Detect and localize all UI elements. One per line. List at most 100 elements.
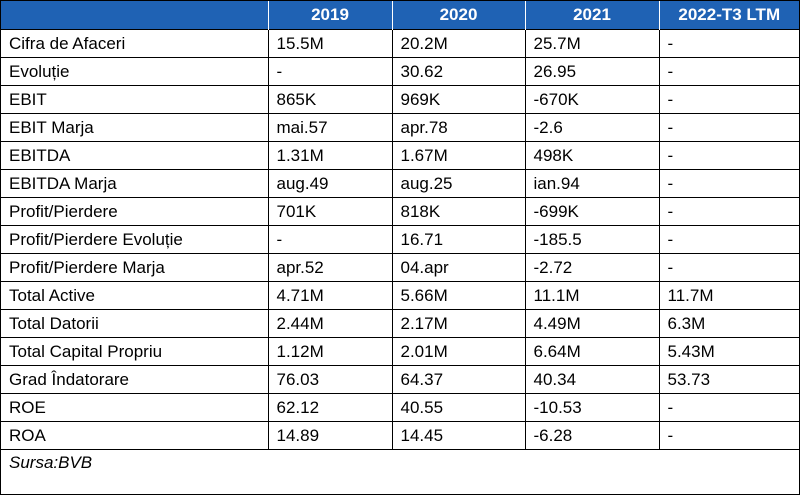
value-2022-t3-ltm: - <box>659 85 799 114</box>
source-note: Sursa:BVB <box>1 449 799 476</box>
value-2020: apr.78 <box>392 113 526 142</box>
row-label: ROA <box>1 421 269 450</box>
value-2022-t3-ltm: 53.73 <box>659 365 799 394</box>
value-2021: 40.34 <box>525 365 660 394</box>
table-body: Cifra de Afaceri 15.5M 20.2M 25.7M - Evoluție… <box>1 29 799 450</box>
value-2019: aug.49 <box>268 169 393 198</box>
value-2020: 04.apr <box>392 253 526 282</box>
table-row: Total Active 4.71M 5.66M 11.1M 11.7M <box>1 281 799 310</box>
value-2020: 30.62 <box>392 57 526 86</box>
row-label: Profit/Pierdere Marja <box>1 253 269 282</box>
value-2022-t3-ltm: - <box>659 113 799 142</box>
row-label: Grad Îndatorare <box>1 365 269 394</box>
row-label: EBIT <box>1 85 269 114</box>
value-2022-t3-ltm: - <box>659 57 799 86</box>
financial-table: 2019 2020 2021 2022-T3 LTM Cifra de Afac… <box>1 1 799 476</box>
row-label: Total Active <box>1 281 269 310</box>
value-2020: aug.25 <box>392 169 526 198</box>
value-2021: -2.72 <box>525 253 660 282</box>
header-cell-2022-t3-ltm: 2022-T3 LTM <box>659 1 799 30</box>
value-2019: 62.12 <box>268 393 393 422</box>
value-2022-t3-ltm: 11.7M <box>659 281 799 310</box>
value-2021: -2.6 <box>525 113 660 142</box>
header-cell-2019: 2019 <box>268 1 393 30</box>
table-row: Total Datorii 2.44M 2.17M 4.49M 6.3M <box>1 309 799 338</box>
value-2022-t3-ltm: - <box>659 197 799 226</box>
value-2020: 64.37 <box>392 365 526 394</box>
row-label: Total Datorii <box>1 309 269 338</box>
value-2022-t3-ltm: - <box>659 141 799 170</box>
value-2021: 6.64M <box>525 337 660 366</box>
value-2021: 11.1M <box>525 281 660 310</box>
table-row: ROA 14.89 14.45 -6.28- <box>1 421 799 450</box>
value-2019: 701K <box>268 197 393 226</box>
row-label: Profit/Pierdere <box>1 197 269 226</box>
table-row: EBITDA Marja aug.49 aug.25 ian.94- <box>1 169 799 198</box>
value-2022-t3-ltm: - <box>659 253 799 282</box>
value-2021: -670K <box>525 85 660 114</box>
row-label: Total Capital Propriu <box>1 337 269 366</box>
value-2019: 15.5M <box>268 29 393 58</box>
header-cell-label <box>1 1 269 30</box>
value-2019: - <box>268 57 393 86</box>
value-2019: 1.12M <box>268 337 393 366</box>
table-row: Profit/Pierdere 701K 818K -699K - <box>1 197 799 226</box>
value-2020: 818K <box>392 197 526 226</box>
value-2021: 498K <box>525 141 660 170</box>
header-cell-2020: 2020 <box>392 1 526 30</box>
value-2021: -10.53 <box>525 393 660 422</box>
value-2021: -699K <box>525 197 660 226</box>
value-2019: 4.71M <box>268 281 393 310</box>
value-2022-t3-ltm: - <box>659 29 799 58</box>
row-label: EBITDA <box>1 141 269 170</box>
source-row: Sursa:BVB <box>1 449 799 476</box>
value-2020: 20.2M <box>392 29 526 58</box>
table-row: Total Capital Propriu 1.12M 2.01M 6.64M 5.43… <box>1 337 799 366</box>
table-row: Grad Îndatorare 76.03 64.37 40.34 53.73 <box>1 365 799 394</box>
value-2021: 4.49M <box>525 309 660 338</box>
table-footer: Sursa:BVB <box>1 449 799 476</box>
value-2022-t3-ltm: - <box>659 225 799 254</box>
table-header: 2019 2020 2021 2022-T3 LTM <box>1 1 799 30</box>
table-row: Profit/Pierdere Evoluție -16.71 -185.5- <box>1 225 799 254</box>
value-2019: 1.31M <box>268 141 393 170</box>
value-2020: 2.17M <box>392 309 526 338</box>
table-row: ROE 62.12 40.55 -10.53- <box>1 393 799 422</box>
value-2019: 865K <box>268 85 393 114</box>
table-row: EBIT Marja mai.57 apr.78 -2.6- <box>1 113 799 142</box>
row-label: ROE <box>1 393 269 422</box>
row-label: EBITDA Marja <box>1 169 269 198</box>
table-row: Evoluție -30.62 26.95- <box>1 57 799 86</box>
value-2021: ian.94 <box>525 169 660 198</box>
value-2020: 969K <box>392 85 526 114</box>
table-row: EBITDA 1.31M 1.67M 498K - <box>1 141 799 170</box>
table-row: Cifra de Afaceri 15.5M 20.2M 25.7M - <box>1 29 799 58</box>
value-2022-t3-ltm: - <box>659 421 799 450</box>
row-label: EBIT Marja <box>1 113 269 142</box>
table-row: Profit/Pierdere Marja apr.52 04.apr -2.72- <box>1 253 799 282</box>
value-2020: 1.67M <box>392 141 526 170</box>
value-2020: 2.01M <box>392 337 526 366</box>
value-2019: 14.89 <box>268 421 393 450</box>
value-2019: apr.52 <box>268 253 393 282</box>
header-cell-2021: 2021 <box>525 1 660 30</box>
value-2021: -185.5 <box>525 225 660 254</box>
value-2020: 40.55 <box>392 393 526 422</box>
value-2020: 16.71 <box>392 225 526 254</box>
table-row: EBIT 865K 969K -670K - <box>1 85 799 114</box>
value-2021: 26.95 <box>525 57 660 86</box>
value-2021: 25.7M <box>525 29 660 58</box>
value-2020: 14.45 <box>392 421 526 450</box>
value-2019: mai.57 <box>268 113 393 142</box>
row-label: Evoluție <box>1 57 269 86</box>
value-2022-t3-ltm: - <box>659 169 799 198</box>
value-2019: - <box>268 225 393 254</box>
row-label: Cifra de Afaceri <box>1 29 269 58</box>
value-2019: 76.03 <box>268 365 393 394</box>
row-label: Profit/Pierdere Evoluție <box>1 225 269 254</box>
value-2019: 2.44M <box>268 309 393 338</box>
value-2022-t3-ltm: - <box>659 393 799 422</box>
header-row: 2019 2020 2021 2022-T3 LTM <box>1 1 799 30</box>
value-2022-t3-ltm: 6.3M <box>659 309 799 338</box>
